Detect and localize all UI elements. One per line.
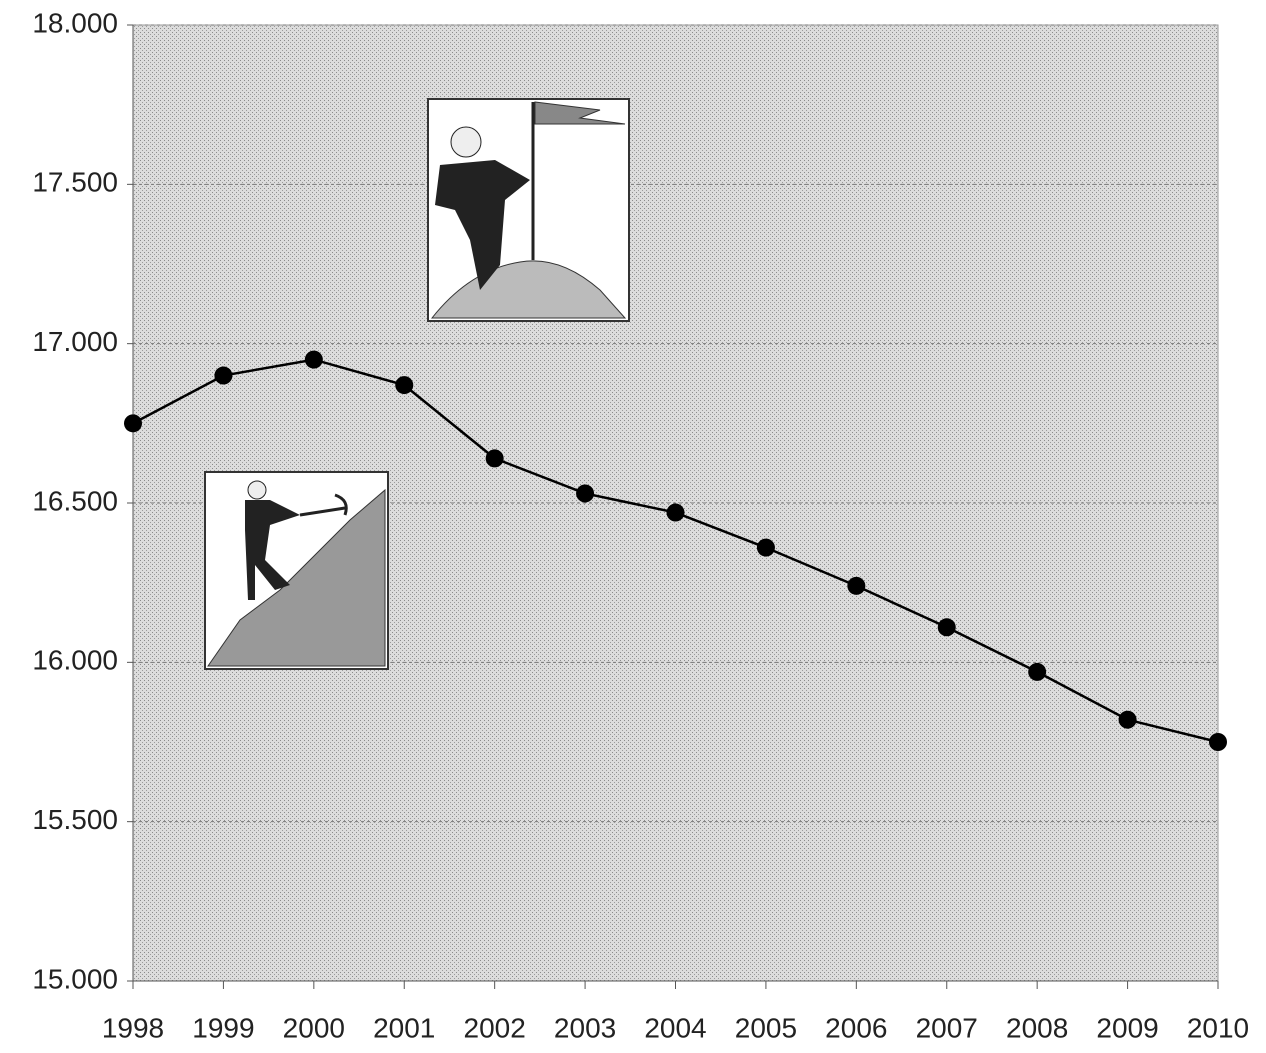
point <box>576 484 594 502</box>
point <box>757 539 775 557</box>
x-tick-label: 2003 <box>554 1012 616 1043</box>
y-tick-label: 16.500 <box>32 485 118 516</box>
x-tick-label: 2002 <box>464 1012 526 1043</box>
point <box>847 577 865 595</box>
x-tick-label: 1999 <box>192 1012 254 1043</box>
x-tick-label: 2001 <box>373 1012 435 1043</box>
point <box>305 351 323 369</box>
y-tick-label: 15.500 <box>32 804 118 835</box>
point <box>1028 663 1046 681</box>
point <box>395 376 413 394</box>
clipart-summit <box>428 99 629 321</box>
y-tick-label: 18.000 <box>32 7 118 38</box>
clipart-climber <box>205 472 388 669</box>
point <box>938 618 956 636</box>
point <box>214 367 232 385</box>
x-tick-label: 2004 <box>644 1012 706 1043</box>
x-tick-label: 2000 <box>283 1012 345 1043</box>
x-tick-label: 2010 <box>1187 1012 1249 1043</box>
point <box>486 449 504 467</box>
point <box>124 414 142 432</box>
chart: 15.000 15.500 16.000 16.500 17.000 17.500 18.0… <box>0 0 1266 1053</box>
x-tick-label: 2009 <box>1096 1012 1158 1043</box>
point <box>667 504 685 522</box>
y-tick-label: 17.000 <box>32 326 118 357</box>
y-tick-label: 15.000 <box>32 963 118 994</box>
x-tick-label: 1998 <box>102 1012 164 1043</box>
x-tick-label: 2007 <box>916 1012 978 1043</box>
y-tick-label: 16.000 <box>32 645 118 676</box>
point <box>1119 711 1137 729</box>
x-tick-label: 2005 <box>735 1012 797 1043</box>
x-tick-label: 2006 <box>825 1012 887 1043</box>
x-tick-label: 2008 <box>1006 1012 1068 1043</box>
point <box>1209 733 1227 751</box>
y-tick-label: 17.500 <box>32 167 118 198</box>
